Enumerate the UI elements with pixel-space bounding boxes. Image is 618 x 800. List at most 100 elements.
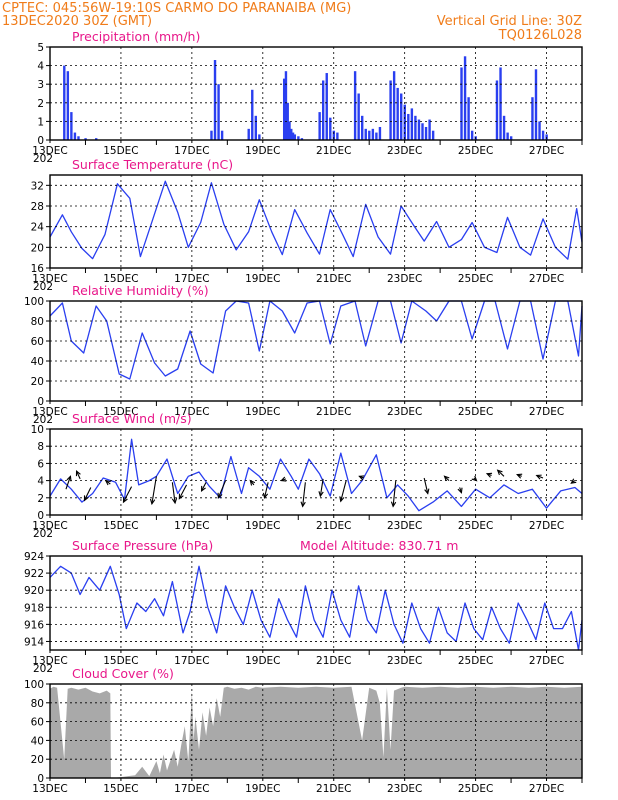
precip-bar [258,134,261,140]
x-tick-label: 23DEC [387,783,422,795]
x-tick-label: 21DEC [316,273,351,285]
precip-bar [284,71,288,140]
wind-arrow [535,474,544,480]
panel-frame [49,300,583,402]
x-tick-label: 21DEC [316,406,351,418]
y-tick-label: 924 [24,551,44,563]
y-tick-label: 40 [31,735,44,747]
panel-title-precip: Precipitation (mm/h) [72,29,200,44]
x-year-label: 202 [33,414,53,426]
y-tick-label: 6 [37,458,44,470]
precip-bar [290,128,293,140]
x-tick-label: 23DEC [387,145,422,157]
panel-title-pres: Surface Pressure (hPa) [72,538,213,553]
x-tick-label: 23DEC [387,406,422,418]
wind-arrow [249,479,256,486]
panel-title-cloud: Cloud Cover (%) [72,666,174,681]
precip-bar [538,121,541,140]
panel-frame [49,174,583,269]
x-tick-label: 27DEC [529,145,564,157]
panel-precip: Precipitation (mm/h) 0 1 2 3 4 5 13DEC 15DEC 17DE… [32,29,583,165]
panel-frame [49,555,583,651]
wind-arrow [358,475,365,481]
precip-bar [499,67,502,140]
y-tick-label: 916 [24,619,44,631]
model-altitude: Model Altitude: 830.71 m [300,538,458,553]
y-tick-label: 0 [37,135,44,147]
precip-bar [541,130,545,140]
x-tick-label: 25DEC [458,406,493,418]
precip-bar [291,132,295,140]
x-tick-label: 13DEC [32,520,67,532]
precip-bar [470,130,474,140]
precip-bar [410,108,414,140]
precip-bar [509,136,513,140]
precip-bar [417,119,421,140]
precip-bar [392,71,396,140]
precip-bar [210,130,213,140]
precip-bar [375,132,378,140]
x-tick-label: 17DEC [174,273,209,285]
y-tick-label: 100 [24,679,44,691]
precip-bar [371,128,375,140]
y-tick-label: 28 [31,201,44,213]
precip-bar [414,115,417,140]
precip-bar [220,130,224,140]
wind-arrow [496,469,505,477]
precip-bar [297,136,300,140]
panel-title-rh: Relative Humidity (%) [72,283,209,298]
y-tick-label: 0 [37,396,44,408]
y-tick-label: 4 [37,476,44,488]
y-tick-label: 1 [37,116,44,128]
wind-arrow [75,469,81,480]
x-tick-label: 21DEC [316,520,351,532]
x-tick-label: 19DEC [245,783,280,795]
wind-arrow [122,486,133,504]
y-tick-label: 918 [24,602,44,614]
y-tick-label: 4 [37,61,44,73]
panel-frame [49,46,583,141]
header-grid-line: Vertical Grid Line: 30Z [437,14,582,29]
x-tick-label: 25DEC [458,145,493,157]
rh-series-line [49,300,583,380]
x-year-label: 202 [33,281,53,293]
precip-bar [95,138,98,140]
precip-bar [378,126,382,140]
x-tick-label: 25DEC [458,655,493,667]
x-tick-label: 27DEC [529,273,564,285]
x-tick-label: 13DEC [32,145,67,157]
x-tick-label: 13DEC [32,655,67,667]
x-year-label: 202 [33,153,53,165]
x-tick-label: 23DEC [387,520,422,532]
y-tick-label: 60 [31,336,44,348]
pres-series-line [49,565,583,651]
precip-bar [424,126,428,140]
y-tick-label: 40 [31,356,44,368]
x-tick-label: 17DEC [174,406,209,418]
x-tick-label: 17DEC [174,655,209,667]
precip-bar [389,80,392,140]
wind-arrow [516,473,523,479]
precip-bar [361,115,364,140]
precip-bar [325,73,328,140]
precip-bar [353,71,357,140]
precip-bar [282,78,286,140]
header-date: 13DEC2020 30Z (GMT) [2,14,152,29]
y-tick-label: 920 [24,585,44,597]
y-tick-label: 10 [31,424,44,436]
panel-frame [49,683,583,779]
precip-bar [318,112,321,140]
precip-bar [400,93,403,140]
wind-arrow [390,480,397,508]
y-tick-label: 922 [24,568,44,580]
x-tick-label: 19DEC [245,273,280,285]
x-tick-label: 13DEC [32,273,67,285]
x-tick-label: 19DEC [245,145,280,157]
precip-bar [357,93,360,140]
precip-bar [300,138,304,140]
precip-bar [336,132,339,140]
wind-arrow [423,477,430,495]
x-tick-label: 15DEC [103,655,138,667]
cloud-cover-area [50,686,582,778]
